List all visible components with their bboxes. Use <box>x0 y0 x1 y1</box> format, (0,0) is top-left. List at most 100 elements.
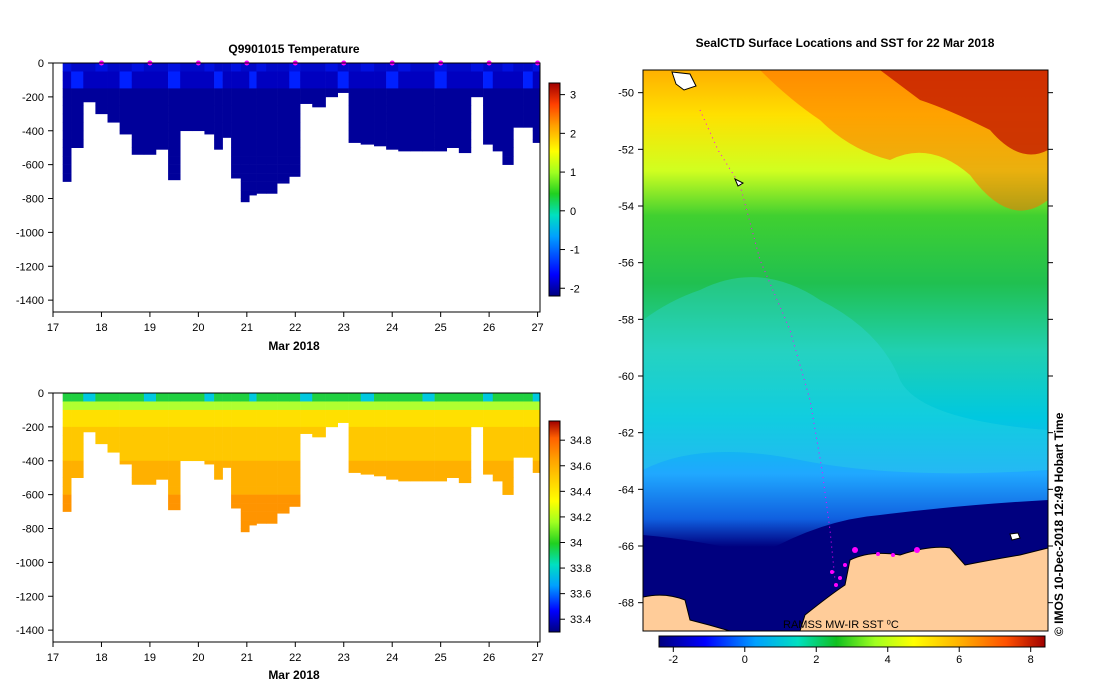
heatmap-cell <box>422 401 435 411</box>
heatmap-cell <box>62 435 72 445</box>
heatmap-cell <box>214 79 223 89</box>
heatmap-cell <box>222 63 232 72</box>
heatmap-cell <box>119 71 133 81</box>
heatmap-cell <box>312 71 326 81</box>
heatmap-cell <box>204 401 215 411</box>
heatmap-cell <box>458 130 472 140</box>
heatmap-cell <box>71 401 84 411</box>
heatmap-cell <box>532 443 540 453</box>
heatmap-cell <box>422 418 435 428</box>
island-east <box>1009 532 1021 541</box>
heatmap-cell <box>240 393 250 402</box>
heatmap-cell <box>398 139 411 148</box>
heatmap-cell <box>422 409 435 419</box>
heatmap-cell <box>168 452 181 462</box>
heatmap-cell <box>513 63 524 72</box>
heatmap-cell <box>532 401 540 411</box>
heatmap-cell <box>204 63 215 72</box>
heatmap-cell <box>155 71 169 81</box>
heatmap-cell <box>249 164 257 174</box>
heatmap-cell <box>119 393 133 402</box>
heatmap-cell <box>256 486 267 495</box>
heatmap-cell <box>168 130 181 140</box>
heatmap-cell <box>95 393 108 402</box>
heatmap-cell <box>532 435 540 445</box>
heatmap-cell <box>83 96 96 103</box>
heatmap-cell <box>289 96 301 106</box>
heatmap-cell <box>256 164 267 174</box>
heatmap-cell <box>410 401 423 411</box>
heatmap-cell <box>386 409 399 419</box>
heatmap-cell <box>192 105 205 115</box>
heatmap-cell <box>348 71 362 81</box>
heatmap-cell <box>71 393 84 402</box>
heatmap-cell <box>410 409 423 419</box>
heatmap-cell <box>256 88 267 98</box>
heatmap-cell <box>83 71 96 81</box>
heatmap-cell <box>266 418 278 428</box>
heatmap-cell <box>168 435 181 445</box>
heatmap-cell <box>192 435 205 445</box>
heatmap-cell <box>422 63 435 72</box>
heatmap-cell <box>62 503 72 512</box>
heatmap-cell <box>95 426 108 436</box>
heatmap-cell <box>107 409 120 419</box>
y-tick-label: -400 <box>22 126 44 138</box>
heatmap-cell <box>222 79 232 89</box>
heatmap-cell <box>214 393 223 402</box>
heatmap-cell <box>119 79 133 89</box>
salinity-x-label: Mar 2018 <box>268 668 320 682</box>
heatmap-cell <box>502 443 514 453</box>
heatmap-cell <box>155 469 169 478</box>
heatmap-cell <box>492 113 503 123</box>
heatmap-cell <box>398 122 411 132</box>
heatmap-cell <box>446 130 460 140</box>
heatmap-cell <box>71 88 84 98</box>
heatmap-cell <box>386 418 399 428</box>
heatmap-cell <box>119 63 133 72</box>
heatmap-cell <box>532 96 540 106</box>
heatmap-cell <box>434 460 448 470</box>
heatmap-cell <box>513 435 524 445</box>
heatmap-cell <box>502 393 514 402</box>
heatmap-cell <box>502 113 514 123</box>
heatmap-cell <box>277 494 290 504</box>
heatmap-cell <box>256 190 267 194</box>
heatmap-cell <box>434 71 448 81</box>
heatmap-cell <box>222 435 232 445</box>
heatmap-cell <box>231 401 242 411</box>
heatmap-cell <box>386 130 399 140</box>
heatmap-cell <box>240 88 250 98</box>
heatmap-cell <box>300 88 313 98</box>
heatmap-cell <box>222 122 232 132</box>
heatmap-cell <box>483 435 494 445</box>
heatmap-cell <box>266 511 278 521</box>
heatmap-cell <box>119 105 133 115</box>
heatmap-cell <box>513 443 524 453</box>
heatmap-cell <box>289 443 301 453</box>
heatmap-cell <box>502 409 514 419</box>
heatmap-cell <box>231 88 242 98</box>
heatmap-cell <box>277 173 290 182</box>
heatmap-cell <box>492 71 503 81</box>
heatmap-cell <box>446 426 460 436</box>
heatmap-cell <box>180 63 193 72</box>
heatmap-cell <box>192 122 205 132</box>
heatmap-cell <box>83 418 96 428</box>
heatmap-cell <box>119 113 133 123</box>
heatmap-cell <box>502 401 514 411</box>
salinity-colorbar <box>548 420 561 633</box>
heatmap-cell <box>277 122 290 132</box>
heatmap-cell <box>131 443 145 453</box>
colorbar-tick-label: 34.2 <box>570 512 591 524</box>
heatmap-cell <box>386 460 399 470</box>
colorbar-tick-label: 33.4 <box>570 614 591 626</box>
heatmap-cell <box>523 435 534 445</box>
heatmap-cell <box>492 452 503 462</box>
heatmap-cell <box>214 418 223 428</box>
heatmap-cell <box>256 113 267 123</box>
heatmap-cell <box>231 173 242 179</box>
heatmap-cell <box>532 63 540 72</box>
heatmap-cell <box>502 139 514 148</box>
x-tick-label: 27 <box>531 652 543 664</box>
